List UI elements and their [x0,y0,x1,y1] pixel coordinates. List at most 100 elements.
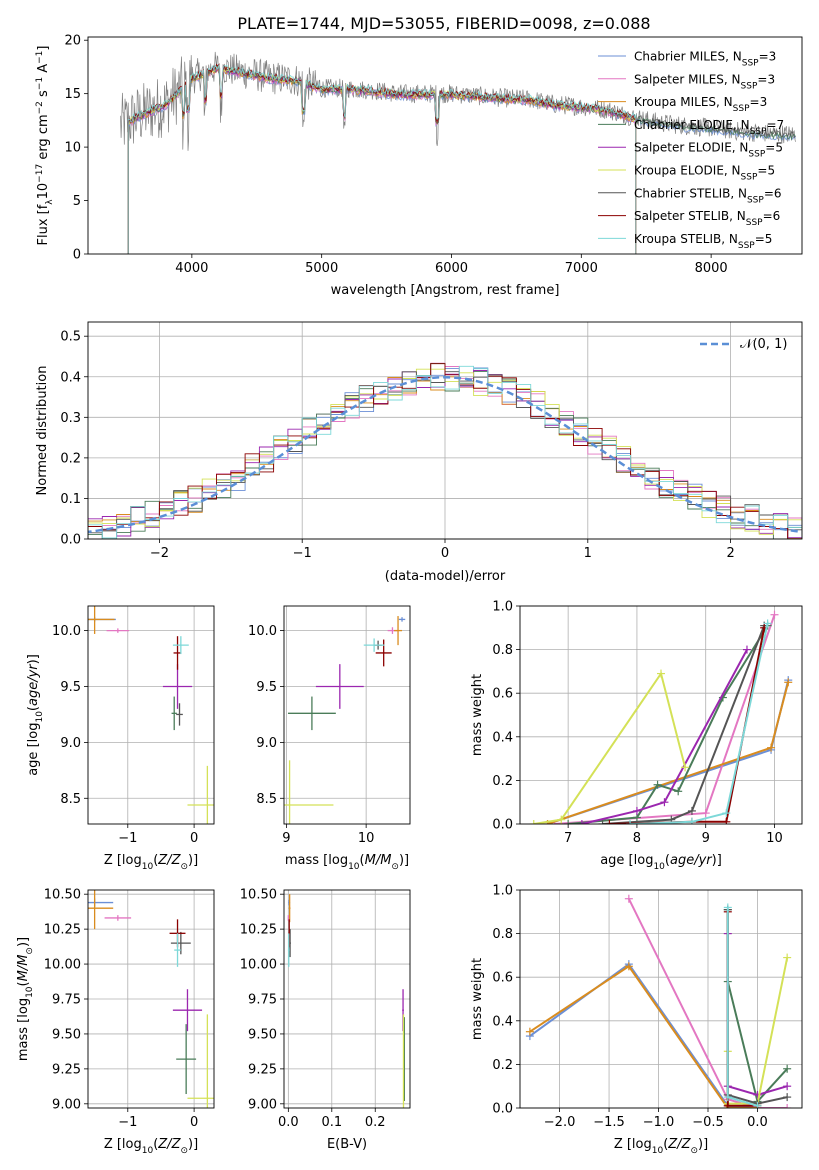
y-tick-label: 10 [64,141,81,156]
x-tick-label: 4000 [175,261,208,276]
x-tick-label: −1.0 [643,1115,675,1130]
mass-vs-extinction-plot: 0.0 0.1 0.2 9.00 9.25 9.50 9.75 10.00 10.25 10.50… [240,888,411,1152]
legend-entry-8: Kroupa STELIB, NSSP=5 [634,232,772,251]
y-axis-label: mass weight [470,958,485,1040]
y-axis-label: Normed distribution [35,366,50,496]
histogram-series-8 [88,365,802,539]
plot-area [284,616,406,824]
mass-weight-series-8 [726,907,758,1107]
y-tick-label: 0.4 [492,730,513,745]
plot-area [287,894,406,1108]
x-tick-label: −1 [118,1115,137,1130]
x-tick-label: −1 [293,546,312,561]
x-axis-label: wavelength [Angstrom, rest frame] [331,283,560,298]
x-tick-label: −2 [150,546,169,561]
y-tick-label: 0.8 [492,927,513,942]
y-tick-label: 9.0 [256,736,277,751]
y-tick-label: 0.1 [60,492,81,507]
y-tick-label: 0 [73,248,81,263]
y-tick-label: 9.50 [52,1027,81,1042]
x-tick-label: 2 [726,546,734,561]
x-tick-label: 0 [190,1115,198,1130]
y-tick-label: 0.2 [492,774,513,789]
y-tick-label: 5 [73,194,81,209]
y-axis-label: Flux [fλ10−17 erg cm−2 s−1 A−1] [35,46,55,246]
y-tick-label: 1.0 [492,884,513,899]
x-tick-label: 10 [358,831,375,846]
mass-weight-series-1 [554,614,776,824]
x-tick-label: 7000 [565,261,598,276]
y-tick-label: 0.4 [492,1014,513,1029]
y-tick-label: 0.4 [60,370,81,385]
legend-entry-7: Salpeter STELIB, NSSP=6 [634,209,780,228]
mass-weight-series-3 [568,625,769,824]
x-tick-label: 0.1 [321,1115,342,1130]
plot-area [88,606,214,824]
legend-entry-1: Salpeter MILES, NSSP=3 [634,72,775,91]
y-tick-label: 9.00 [248,1097,277,1112]
x-axis-label: age [log10(age/yr)] [600,853,722,872]
y-tick-label: 10.25 [240,923,277,938]
legend-entry-4: Salpeter ELODIE, NSSP=5 [634,141,783,160]
plot-area [88,362,802,539]
y-tick-label: 0.0 [492,818,513,833]
plot-area [120,51,796,254]
x-tick-label: 0 [190,831,198,846]
y-tick-label: 9.5 [256,680,277,695]
histogram-series-7 [88,363,802,539]
histogram-series-3 [88,362,802,539]
y-tick-label: 1.0 [492,600,513,615]
y-tick-label: 10.50 [44,888,81,903]
y-tick-label: 9.25 [52,1062,81,1077]
normal-distribution-curve [88,375,802,534]
x-axis-label: Z [log10(Z/Z⊙)] [104,853,198,872]
mass-weight-series-0 [529,962,758,1108]
y-tick-label: 0.6 [492,971,513,986]
y-tick-label: 0.0 [60,533,81,548]
y-tick-label: 8.5 [60,792,81,807]
plot-area [525,894,792,1108]
y-tick-label: 10.00 [240,958,277,973]
x-tick-label: 0 [441,546,449,561]
x-tick-label: 7 [564,831,572,846]
mass-weight-series-7 [726,911,758,1107]
y-tick-label: 0.3 [60,411,81,426]
figure-title: PLATE=1744, MJD=53055, FIBERID=0098, z=0… [237,14,650,33]
y-tick-label: 10.00 [44,958,81,973]
y-tick-label: 0.5 [60,330,81,345]
axes-frame [283,605,411,825]
y-tick-label: 10.25 [44,923,81,938]
x-tick-label: 0.0 [747,1115,768,1130]
y-tick-label: 9.50 [248,1027,277,1042]
x-tick-label: 0.2 [365,1115,386,1130]
mass-vs-metallicity-plot: −1 0 9.00 9.25 9.50 9.75 10.00 10.25 10.50 Z [log… [16,888,215,1156]
x-tick-label: 10 [766,831,783,846]
y-tick-label: 9.75 [248,993,277,1008]
y-tick-label: 15 [64,87,81,102]
mass-weight-vs-metallicity-plot: −2.0 −1.5 −1.0 −0.5 0.0 0.0 0.2 0.4 0.6 0.8 1.0 Z [… [470,884,803,1156]
x-tick-label: 9 [702,831,710,846]
legend-entry-0: Chabrier MILES, NSSP=3 [634,50,776,69]
x-axis-label: (data-model)/error [385,569,506,584]
y-tick-label: 10.0 [52,624,81,639]
x-tick-label: −1.5 [593,1115,625,1130]
x-tick-label: 9 [282,831,290,846]
y-axis-label: mass weight [470,674,485,756]
histogram-series-5 [88,368,802,535]
legend-label-normal: 𝒩(0, 1) [740,337,787,352]
x-axis-label: mass [log10(M/M⊙)] [285,853,409,872]
x-tick-label: 8 [633,831,641,846]
histogram-series-6 [88,371,802,537]
y-tick-label: 9.0 [60,736,81,751]
x-tick-label: −1 [118,831,137,846]
x-tick-label: −0.5 [692,1115,724,1130]
mass-weight-vs-age-plot: 7 8 9 10 0.0 0.2 0.4 0.6 0.8 1.0 age [log10(age/yr… [470,600,803,872]
legend-entry-3: Chabrier ELODIE, NSSP=7 [634,118,784,137]
mass-weight-series-8 [629,623,769,824]
x-tick-label: 0.0 [278,1115,299,1130]
y-axis-label: age [log10(age/yr)] [26,654,45,776]
mass-weight-series-6 [602,625,766,824]
x-axis-label: Z [log10(Z/Z⊙)] [614,1137,708,1156]
x-tick-label: 1 [584,546,592,561]
